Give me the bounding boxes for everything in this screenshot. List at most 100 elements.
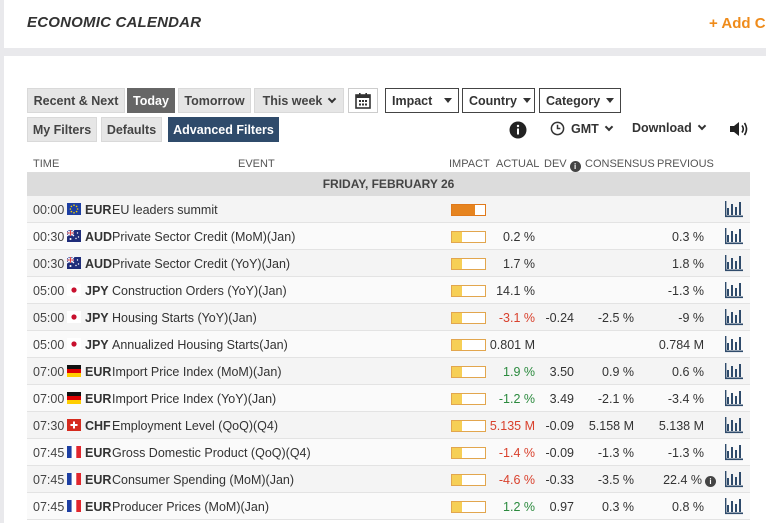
info-icon[interactable]: i <box>705 476 716 487</box>
table-row[interactable]: 07:00 EUR Import Price Index (MoM)(Jan) 1.9… <box>27 358 750 385</box>
event-time: 07:30 <box>33 419 65 433</box>
today-button[interactable]: Today <box>127 88 175 113</box>
actual-value: 1.2 % <box>503 500 535 514</box>
table-row[interactable]: 00:00 EUR EU leaders summit <box>27 196 750 223</box>
my-filters-button[interactable]: My Filters <box>27 117 97 142</box>
event-time: 07:00 <box>33 392 65 406</box>
previous-value-text: 0.8 % <box>672 500 704 514</box>
chart-icon[interactable] <box>724 308 744 326</box>
previous-value: 0.6 % <box>672 365 704 379</box>
chart-icon[interactable] <box>724 254 744 272</box>
info-button[interactable] <box>509 121 527 139</box>
australia-flag-icon <box>66 229 81 242</box>
chart-icon[interactable] <box>724 281 744 299</box>
japan-flag-icon <box>67 311 81 323</box>
chart-icon[interactable] <box>724 362 744 380</box>
japan-flag-icon <box>67 284 81 296</box>
event-time: 07:00 <box>33 365 65 379</box>
event-name[interactable]: Private Sector Credit (YoY)(Jan) <box>112 257 291 271</box>
table-row[interactable]: 07:30 CHF Employment Level (QoQ)(Q4) 5.135 … <box>27 412 750 439</box>
defaults-button[interactable]: Defaults <box>101 117 162 142</box>
chart-icon[interactable] <box>724 227 744 245</box>
impact-meter <box>451 231 486 243</box>
event-name[interactable]: Annualized Housing Starts(Jan) <box>112 338 288 352</box>
calendar-picker-button[interactable] <box>348 88 378 113</box>
chart-icon[interactable] <box>724 443 744 461</box>
add-calendar-link[interactable]: + Add C <box>709 15 766 32</box>
consensus-value: 0.9 % <box>602 365 634 379</box>
events-list: 00:00 EUR EU leaders summit 00:30 AUD Private… <box>27 196 750 520</box>
event-name[interactable]: EU leaders summit <box>112 203 218 217</box>
event-currency: EUR <box>85 473 112 487</box>
impact-label: Impact <box>392 93 433 108</box>
actual-value: 5.135 M <box>489 419 535 433</box>
chevron-down-icon <box>604 122 614 131</box>
header-bar: ECONOMIC CALENDAR + Add C <box>4 0 766 48</box>
table-header: TIME EVENT IMPACT ACTUAL DEV i CONSENSUS … <box>27 155 750 173</box>
event-name[interactable]: Housing Starts (YoY)(Jan) <box>112 311 257 325</box>
col-consensus: CONSENSUS <box>585 158 655 170</box>
sound-toggle[interactable] <box>728 120 750 138</box>
japan-flag-icon <box>67 338 81 350</box>
previous-value-text: 5.138 M <box>658 419 704 433</box>
consensus-value: -2.1 % <box>597 392 634 406</box>
event-currency: JPY <box>85 284 109 298</box>
chart-icon[interactable] <box>724 497 744 515</box>
germany-flag-icon <box>67 365 81 377</box>
event-currency: CHF <box>85 419 111 433</box>
caret-down-icon <box>606 98 615 103</box>
info-icon[interactable]: i <box>569 161 581 172</box>
france-flag-icon <box>67 500 81 512</box>
table-row[interactable]: 07:45 EUR Producer Prices (MoM)(Jan) 1.2 % 0… <box>27 493 750 520</box>
advanced-filters-button[interactable]: Advanced Filters <box>168 117 279 142</box>
event-time: 07:45 <box>33 500 65 514</box>
table-row[interactable]: 05:00 JPY Annualized Housing Starts(Jan) 0.… <box>27 331 750 358</box>
impact-meter <box>451 447 486 459</box>
deviation-value: -0.24 <box>545 311 575 325</box>
this-week-dropdown[interactable]: This week <box>254 88 344 113</box>
category-dropdown[interactable]: Category <box>539 88 621 113</box>
clock-icon <box>550 121 565 136</box>
recent-next-button[interactable]: Recent & Next <box>27 88 125 113</box>
event-name[interactable]: Import Price Index (MoM)(Jan) <box>112 365 282 379</box>
table-row[interactable]: 07:45 EUR Consumer Spending (MoM)(Jan) -4.6… <box>27 466 750 493</box>
previous-value: 5.138 M <box>659 419 704 433</box>
actual-value: 0.801 M <box>489 338 535 352</box>
event-name[interactable]: Consumer Spending (MoM)(Jan) <box>112 473 295 487</box>
chart-icon[interactable] <box>724 470 744 488</box>
info-icon <box>509 121 527 139</box>
event-name[interactable]: Employment Level (QoQ)(Q4) <box>112 419 279 433</box>
category-label: Category <box>546 93 601 108</box>
country-dropdown[interactable]: Country <box>462 88 535 113</box>
table-row[interactable]: 05:00 JPY Construction Orders (YoY)(Jan) 14… <box>27 277 750 304</box>
table-row[interactable]: 00:30 AUD Private Sector Credit (YoY)(Jan)… <box>27 250 750 277</box>
impact-dropdown[interactable]: Impact <box>385 88 459 113</box>
chart-icon[interactable] <box>724 335 744 353</box>
chart-icon[interactable] <box>724 416 744 434</box>
chart-icon[interactable] <box>724 389 744 407</box>
impact-meter <box>451 420 486 432</box>
col-impact: IMPACT <box>449 158 490 170</box>
chart-icon[interactable] <box>724 200 744 218</box>
event-time: 05:00 <box>33 338 65 352</box>
table-row[interactable]: 07:45 EUR Gross Domestic Product (QoQ)(Q4)… <box>27 439 750 466</box>
actual-value: 14.1 % <box>496 284 535 298</box>
timezone-selector[interactable]: GMT <box>550 121 614 136</box>
tomorrow-button[interactable]: Tomorrow <box>178 88 251 113</box>
table-row[interactable]: 05:00 JPY Housing Starts (YoY)(Jan) -3.1 % -… <box>27 304 750 331</box>
timezone-label: GMT <box>571 121 599 136</box>
download-dropdown[interactable]: Download <box>632 121 706 135</box>
event-time: 00:30 <box>33 230 65 244</box>
event-name[interactable]: Construction Orders (YoY)(Jan) <box>112 284 287 298</box>
table-row[interactable]: 07:00 EUR Import Price Index (YoY)(Jan) -1.… <box>27 385 750 412</box>
eu-flag-icon <box>67 203 81 215</box>
event-name[interactable]: Private Sector Credit (MoM)(Jan) <box>112 230 296 244</box>
table-row[interactable]: 00:30 AUD Private Sector Credit (MoM)(Jan)… <box>27 223 750 250</box>
impact-meter <box>451 204 486 216</box>
event-name[interactable]: Producer Prices (MoM)(Jan) <box>112 500 269 514</box>
actual-value: 1.9 % <box>503 365 535 379</box>
event-name[interactable]: Import Price Index (YoY)(Jan) <box>112 392 277 406</box>
previous-value-text: -1.3 % <box>667 446 704 460</box>
this-week-label: This week <box>262 93 323 108</box>
event-name[interactable]: Gross Domestic Product (QoQ)(Q4) <box>112 446 311 460</box>
